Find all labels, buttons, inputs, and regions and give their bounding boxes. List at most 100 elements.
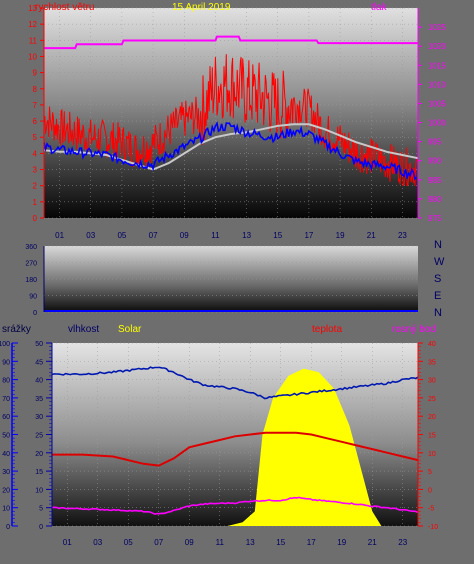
- temperature-tick-label: 30: [428, 378, 436, 385]
- time-tick-label: 09: [180, 231, 189, 240]
- humidity-tick-label: 5: [39, 506, 43, 513]
- direction-letter-n-top: N: [434, 239, 442, 251]
- time-tick-label: 09: [185, 538, 194, 547]
- wind-tick-label: 9: [33, 69, 38, 78]
- humidity-tick-label: 25: [35, 433, 43, 440]
- wind-tick-label: 0: [33, 214, 38, 223]
- temperature-tick-label: 20: [428, 414, 436, 421]
- humidity-line: [51, 366, 419, 400]
- time-tick-label: 13: [246, 538, 255, 547]
- humidity-axis-label: vlhkost: [68, 324, 99, 335]
- wind-tick-label: 5: [33, 133, 38, 142]
- wind-average-line: [43, 123, 419, 171]
- pressure-tick-label: 975: [428, 214, 442, 223]
- time-tick-label: 07: [154, 538, 163, 547]
- temperature-line: [52, 431, 419, 467]
- humidity-tick-label: 30: [35, 414, 43, 421]
- axes: 0123456789101112139759809859909951000100…: [0, 4, 446, 547]
- humidity-tick-label: 35: [35, 396, 43, 403]
- direction-plot-area: [44, 246, 418, 312]
- time-tick-label: 01: [55, 231, 64, 240]
- chart-marks: [43, 35, 419, 526]
- time-tick-label: 11: [216, 538, 225, 547]
- rain-tick-label: 90: [2, 359, 10, 366]
- time-tick-label: 05: [124, 538, 133, 547]
- time-tick-label: 03: [93, 538, 102, 547]
- pressure-axis-label: tlak: [371, 2, 388, 13]
- direction-tick-label: 0: [33, 310, 37, 317]
- temperature-tick-label: 25: [428, 396, 436, 403]
- time-tick-label: 21: [367, 231, 376, 240]
- direction-tick-label: 90: [29, 294, 37, 301]
- humidity-tick-label: 15: [35, 469, 43, 476]
- time-tick-label: 19: [337, 538, 346, 547]
- wind-tick-label: 1: [33, 198, 38, 207]
- chart-date-title: 15 April 2019: [172, 2, 231, 13]
- pressure-tick-label: 1010: [428, 80, 446, 89]
- time-tick-label: 21: [368, 538, 377, 547]
- time-tick-label: 23: [398, 538, 407, 547]
- rain-tick-label: 60: [2, 414, 10, 421]
- temperature-tick-label: -10: [428, 524, 438, 531]
- pressure-tick-label: 1015: [428, 61, 446, 70]
- wind-tick-label: 10: [28, 52, 37, 61]
- pressure-line: [44, 35, 418, 50]
- rain-tick-label: 80: [2, 378, 10, 385]
- temperature-tick-label: 5: [428, 469, 432, 476]
- time-tick-label: 11: [211, 231, 220, 240]
- direction-letter-n-bottom: N: [434, 307, 442, 319]
- rain-tick-label: 70: [2, 396, 10, 403]
- pressure-tick-label: 1005: [428, 99, 446, 108]
- temperature-tick-label: -5: [428, 506, 434, 513]
- direction-tick-label: 180: [25, 277, 37, 284]
- solar-label: Solar: [118, 324, 142, 335]
- dew-point-axis-label: rosný bod: [392, 324, 436, 335]
- pressure-tick-label: 990: [428, 157, 442, 166]
- direction-letter-w: W: [434, 256, 445, 268]
- direction-tick-label: 360: [25, 244, 37, 251]
- time-tick-label: 07: [149, 231, 158, 240]
- time-tick-label: 17: [307, 538, 316, 547]
- wind-tick-label: 11: [29, 36, 38, 45]
- dew-point-line: [51, 496, 419, 515]
- time-tick-label: 19: [336, 231, 345, 240]
- pressure-tick-label: 1020: [428, 42, 446, 51]
- temperature-tick-label: 0: [428, 487, 432, 494]
- wind-gust-line: [43, 54, 418, 187]
- time-tick-label: 13: [242, 231, 251, 240]
- wind-axis-label: rychlost větru: [35, 2, 94, 13]
- time-tick-label: 23: [398, 231, 407, 240]
- humidity-tick-label: 0: [39, 524, 43, 531]
- rain-tick-label: 20: [2, 487, 10, 494]
- wind-tick-label: 12: [28, 20, 37, 29]
- wind-tick-label: 8: [33, 85, 38, 94]
- solar-area: [227, 368, 382, 526]
- temperature-tick-label: 15: [428, 433, 436, 440]
- time-tick-label: 01: [63, 538, 72, 547]
- wind-tick-label: 6: [33, 117, 38, 126]
- wind-tick-label: 13: [28, 4, 37, 13]
- pressure-tick-label: 1000: [428, 119, 446, 128]
- rain-tick-label: 10: [2, 506, 10, 513]
- rain-tick-label: 100: [0, 341, 10, 348]
- rain-tick-label: 0: [6, 524, 10, 531]
- humidity-tick-label: 50: [35, 341, 43, 348]
- wind-speed-line: [43, 121, 417, 181]
- time-tick-label: 15: [273, 231, 282, 240]
- rain-tick-label: 50: [2, 433, 10, 440]
- direction-letter-e: E: [434, 290, 441, 302]
- rain-axis-label: srážky: [2, 324, 31, 335]
- pressure-tick-label: 980: [428, 195, 442, 204]
- temperature-tick-label: 40: [428, 341, 436, 348]
- wind-tick-label: 7: [33, 101, 38, 110]
- wind-tick-label: 3: [33, 166, 38, 175]
- wind-tick-label: 2: [33, 182, 38, 191]
- rain-tick-label: 40: [2, 451, 10, 458]
- temperature-tick-label: 10: [428, 451, 436, 458]
- time-tick-label: 15: [276, 538, 285, 547]
- time-tick-label: 05: [117, 231, 126, 240]
- temperature-tick-label: 35: [428, 359, 436, 366]
- temperature-axis-label: teplota: [312, 324, 342, 335]
